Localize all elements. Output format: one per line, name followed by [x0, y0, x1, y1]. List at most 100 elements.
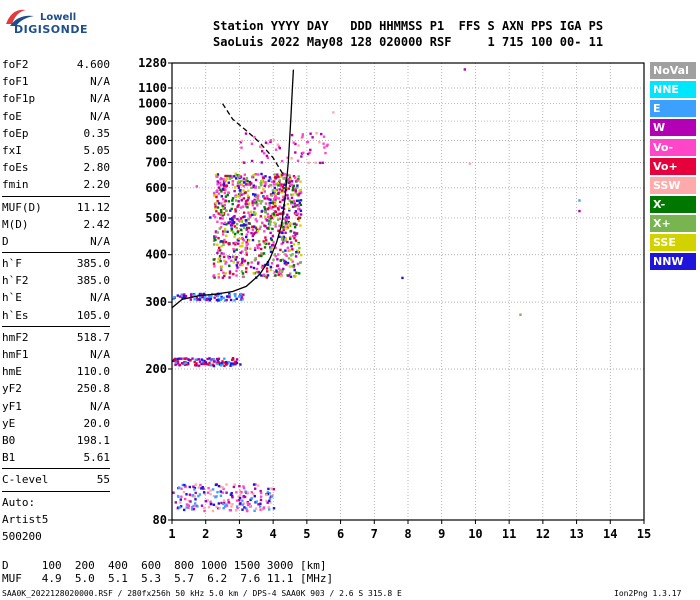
- echo-point: [221, 486, 224, 489]
- echo-point: [289, 230, 292, 233]
- y-tick-label: 1000: [138, 97, 167, 111]
- param-row: C-level 55: [2, 471, 110, 488]
- echo-point: [253, 200, 256, 203]
- echo-point: [231, 197, 235, 200]
- echo-point: [251, 200, 254, 203]
- echo-point: [262, 181, 265, 184]
- echo-point: [270, 194, 273, 197]
- echo-point: [217, 299, 220, 302]
- echo-point: [288, 224, 291, 227]
- echo-point: [208, 361, 211, 365]
- echo-point: [238, 496, 242, 500]
- echo-point: [212, 274, 216, 277]
- echo-point: [254, 257, 257, 260]
- echo-point: [221, 212, 225, 215]
- echo-point: [286, 261, 290, 265]
- y-tick-label: 1100: [138, 81, 167, 95]
- echo-point: [244, 270, 248, 273]
- echo-point: [233, 293, 236, 296]
- echo-point: [252, 193, 255, 196]
- echo-point: [217, 249, 220, 252]
- echo-point: [265, 239, 268, 242]
- echo-point: [242, 192, 245, 196]
- echo-point: [200, 292, 203, 296]
- echo-point: [233, 235, 236, 238]
- echo-point: [234, 509, 238, 512]
- echo-point: [211, 509, 215, 513]
- echo-point: [292, 234, 295, 238]
- echo-point: [225, 491, 228, 494]
- echo-point: [173, 296, 176, 299]
- echo-point: [288, 265, 292, 268]
- echo-point: [279, 272, 283, 275]
- echo-point: [223, 203, 226, 207]
- echo-point: [222, 183, 225, 186]
- echo-point: [255, 500, 258, 503]
- echo-point: [241, 508, 244, 511]
- echo-point: [247, 211, 250, 214]
- echo-point: [275, 192, 278, 196]
- echo-point: [266, 212, 269, 216]
- echo-point: [227, 257, 230, 260]
- echo-point: [279, 173, 283, 176]
- echo-point: [297, 178, 300, 181]
- echo-point: [235, 499, 239, 502]
- echo-point: [296, 179, 299, 182]
- echo-point: [295, 251, 298, 254]
- param-label: foEp: [2, 126, 29, 140]
- param-row: h`F2 385.0: [2, 272, 110, 289]
- echo-point: [247, 226, 251, 230]
- param-value: 2.42: [83, 217, 111, 231]
- echo-point: [177, 506, 180, 509]
- echo-point: [263, 197, 266, 200]
- echo-point: [245, 253, 248, 256]
- param-row: foF2 4.600: [2, 56, 110, 73]
- echo-point: [212, 358, 215, 361]
- param-row: fxI 5.05: [2, 142, 110, 159]
- echo-point: [266, 197, 269, 200]
- param-value: 385.0: [76, 274, 110, 288]
- echo-point: [258, 186, 261, 189]
- echo-point: [519, 313, 522, 316]
- y-tick-label: 300: [145, 295, 167, 309]
- echo-point: [278, 205, 281, 208]
- echo-point: [185, 506, 188, 509]
- echo-point: [231, 199, 234, 202]
- echo-point: [281, 236, 284, 239]
- echo-point: [244, 490, 247, 493]
- echo-point: [235, 177, 238, 180]
- echo-point: [200, 504, 204, 507]
- echo-point: [204, 295, 207, 299]
- echo-point: [250, 159, 254, 163]
- echo-point: [233, 256, 236, 259]
- echo-point: [219, 217, 222, 220]
- echo-point: [256, 244, 259, 247]
- echo-point: [187, 499, 191, 503]
- echo-point: [186, 503, 190, 507]
- polarization-legend: NoVal NNE E W Vo- Vo+ SSW X- X+ SSE NNW: [650, 62, 696, 273]
- param-value: N/A: [90, 75, 110, 89]
- echo-point: [195, 296, 199, 300]
- y-tick-label: 400: [145, 248, 167, 262]
- echo-point: [250, 497, 254, 500]
- echo-point: [244, 132, 248, 135]
- echo-point: [225, 295, 229, 298]
- echo-point: [244, 224, 247, 227]
- echo-point: [223, 230, 227, 233]
- echo-point: [266, 491, 269, 494]
- echo-point: [263, 215, 267, 218]
- echo-point: [254, 487, 257, 490]
- echo-point: [468, 162, 472, 165]
- echo-point: [269, 140, 272, 144]
- echo-point: [264, 274, 268, 278]
- echo-point: [289, 275, 293, 278]
- echo-point: [216, 173, 220, 176]
- echo-point: [290, 183, 293, 186]
- echo-point: [296, 184, 299, 187]
- echo-point: [294, 176, 297, 179]
- echo-point: [179, 501, 182, 504]
- echo-point: [271, 234, 275, 238]
- echo-point: [216, 206, 220, 209]
- param-row: yE 20.0: [2, 415, 110, 432]
- echo-point: [183, 508, 186, 512]
